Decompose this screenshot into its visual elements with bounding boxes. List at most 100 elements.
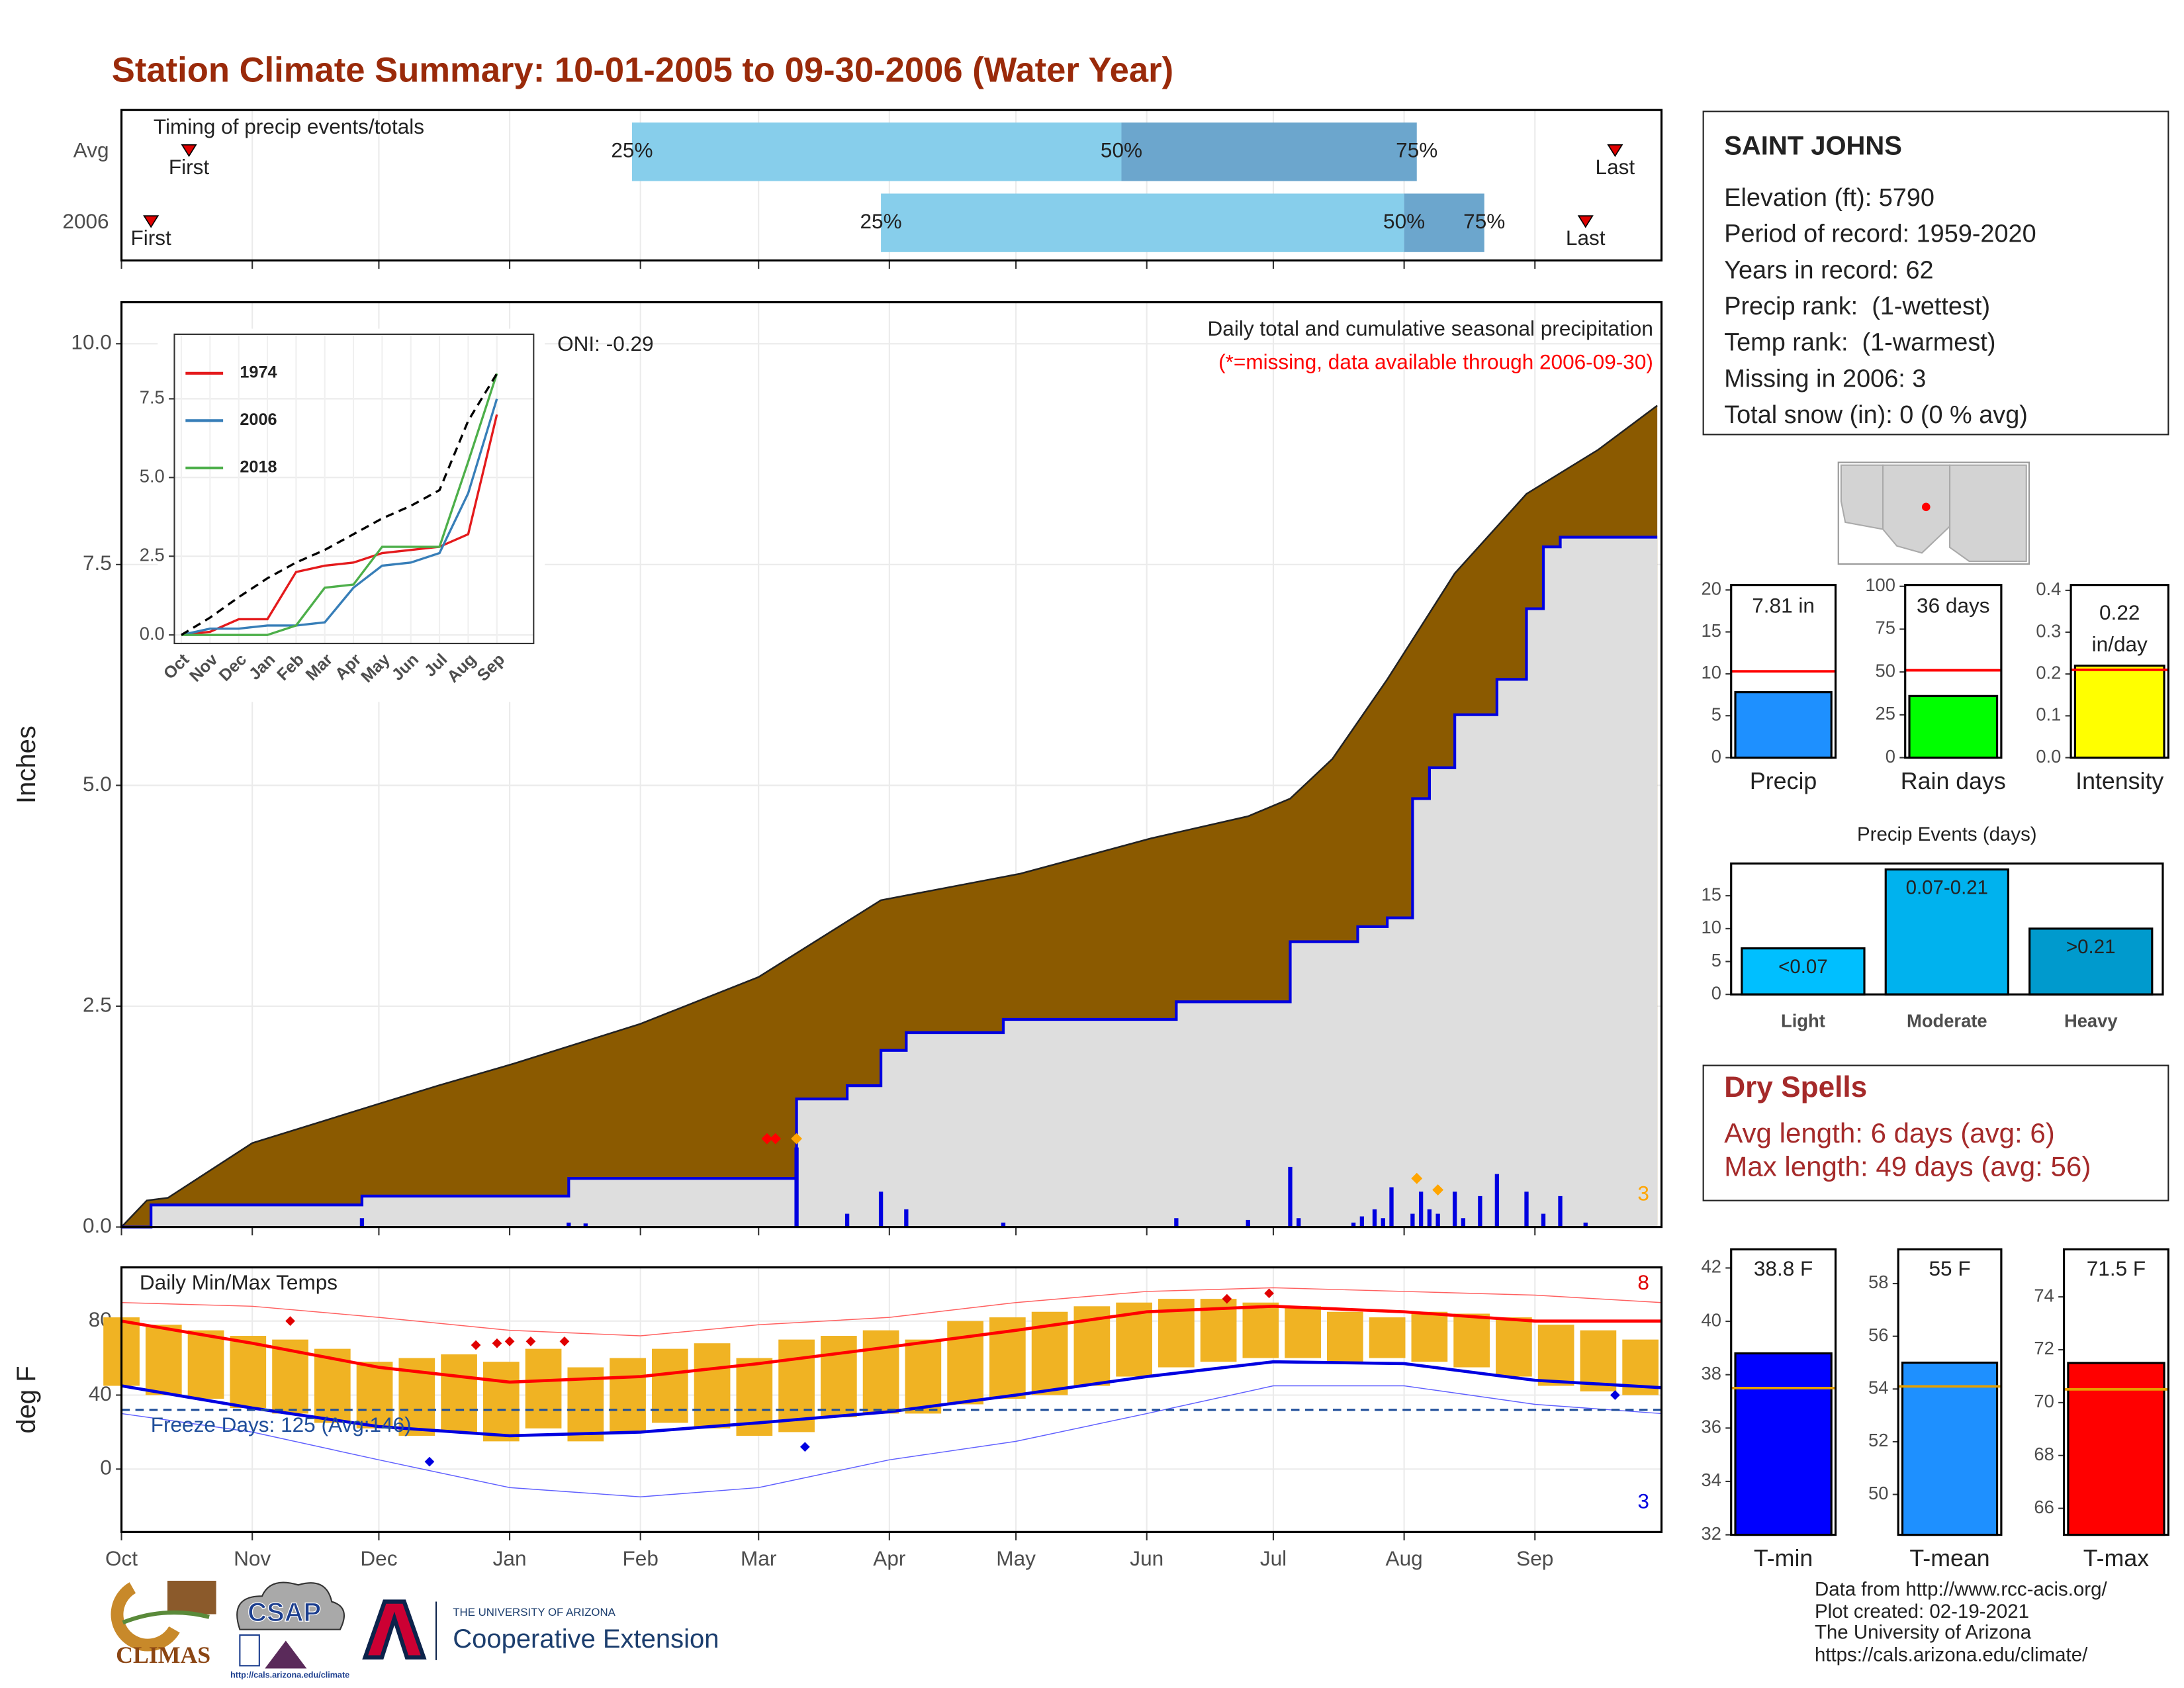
daily-precip-bar xyxy=(1418,1192,1424,1227)
daily-precip-bar xyxy=(794,1147,799,1227)
y-tick-label: 2.5 xyxy=(140,544,165,565)
x-tick-label: Apr xyxy=(873,1546,905,1570)
record-marker xyxy=(1264,1288,1274,1299)
x-tick-label: May xyxy=(996,1546,1036,1570)
temp-range-bar xyxy=(1242,1302,1279,1358)
station-line: Total snow (in): 0 (0 % avg) xyxy=(1724,401,2028,429)
temp-range-bar xyxy=(778,1339,815,1432)
missing-count: 3 xyxy=(1637,1182,1649,1205)
temp-range-bar xyxy=(1496,1317,1532,1377)
timing-bar xyxy=(1404,193,1484,252)
temp-line xyxy=(121,1287,1662,1336)
daily-precip-bar xyxy=(1297,1218,1301,1227)
bar xyxy=(1734,1352,1833,1536)
daily-precip-bar xyxy=(1435,1213,1440,1227)
value-label: 0.22 in/day xyxy=(2092,600,2148,656)
event-label: Last xyxy=(1566,226,1606,250)
y-tick-label: 56 xyxy=(1868,1325,1888,1345)
inset-frame xyxy=(173,333,535,645)
oni-label: ONI: -0.29 xyxy=(557,332,654,355)
y-tick-label: 7.5 xyxy=(83,551,112,575)
daily-precip-bar xyxy=(1372,1209,1377,1227)
x-tick-label: Jun xyxy=(1130,1546,1163,1570)
y-tick-label: 68 xyxy=(2034,1444,2054,1464)
dry-spells-line: Max length: 49 days (avg: 56) xyxy=(1724,1150,2091,1182)
y-tick-label: 10 xyxy=(1702,662,1721,682)
y-tick-label: 0 xyxy=(100,1456,112,1479)
record-marker xyxy=(492,1338,502,1348)
category-label: T-mean xyxy=(1909,1545,1989,1571)
footer-line: Data from http://www.rcc-acis.org/ xyxy=(1815,1579,2107,1601)
event-marker xyxy=(1577,215,1594,228)
ua-logo: THE UNIVERSITY OF ARIZONA Cooperative Ex… xyxy=(362,1599,719,1660)
y-tick-label: 0 xyxy=(1886,746,1895,767)
record-marker xyxy=(559,1336,570,1346)
timing-bar xyxy=(1121,122,1417,181)
panel-frame xyxy=(1730,862,2164,996)
x-tick-label: Jan xyxy=(493,1546,527,1570)
percent-label: 50% xyxy=(1383,209,1425,233)
series-line xyxy=(181,398,498,636)
event-label: First xyxy=(131,226,172,250)
y-tick-label: 0.4 xyxy=(2036,579,2061,599)
y-tick-label: 15 xyxy=(1702,884,1721,904)
y-tick-label: 36 xyxy=(1702,1417,1721,1437)
legend-label: 2006 xyxy=(240,410,277,429)
cumulative-area xyxy=(121,537,1658,1227)
daily-precip-bar xyxy=(844,1213,850,1227)
category-label: T-min xyxy=(1754,1545,1813,1571)
record-low-count: 3 xyxy=(1637,1489,1649,1513)
category-label: Intensity xyxy=(2075,768,2163,794)
daily-precip-bar xyxy=(1001,1222,1006,1227)
daily-precip-bar xyxy=(567,1222,571,1227)
temp-range-bar xyxy=(187,1330,224,1399)
event-label: First xyxy=(169,155,210,179)
y-tick-label: 25 xyxy=(1876,703,1895,724)
footer-line: The University of Arizona xyxy=(1815,1622,2032,1644)
bar xyxy=(1884,868,2009,996)
y-tick-label: 74 xyxy=(2034,1285,2054,1305)
temp-range-bar xyxy=(441,1354,477,1432)
value-label: 55 F xyxy=(1929,1256,1970,1280)
y-category-label: Avg xyxy=(73,138,109,162)
missing-flag xyxy=(761,1133,773,1145)
temp-range-bar xyxy=(694,1343,731,1429)
y-tick-label: 52 xyxy=(1868,1430,1888,1450)
panel-frame xyxy=(120,301,1663,1229)
panel-frame xyxy=(120,109,1663,262)
bar xyxy=(1908,694,1999,759)
value-label: 36 days xyxy=(1917,594,1990,618)
daily-precip-bar xyxy=(1452,1192,1457,1227)
temp-range-bar xyxy=(230,1336,267,1409)
y-tick-label: 32 xyxy=(1702,1523,1721,1544)
temp-range-bar xyxy=(651,1348,688,1423)
bar-label: >0.21 xyxy=(2066,936,2116,958)
series-line xyxy=(181,373,498,636)
station-panel xyxy=(1702,111,2169,436)
logo-text: THE UNIVERSITY OF ARIZONA xyxy=(453,1606,615,1618)
station-line: Temp rank: (1-warmest) xyxy=(1724,329,1995,357)
temp-line xyxy=(121,1385,1662,1497)
y-category-label: 2006 xyxy=(62,209,109,233)
y-tick-label: 7.5 xyxy=(140,387,165,408)
daily-precip-bar xyxy=(1461,1218,1466,1227)
percent-label: 25% xyxy=(611,138,653,162)
daily-precip-bar xyxy=(1583,1222,1588,1227)
footer-line: Plot created: 02-19-2021 xyxy=(1815,1601,2029,1622)
y-tick-label: 75 xyxy=(1876,618,1895,638)
y-tick-label: 50 xyxy=(1868,1483,1888,1503)
temp-line xyxy=(121,1360,1662,1438)
record-high-count: 8 xyxy=(1637,1270,1649,1294)
value-label: 7.81 in xyxy=(1752,594,1815,618)
y-tick-label: 0.2 xyxy=(2036,662,2061,682)
x-tick-label: Nov xyxy=(234,1546,271,1570)
y-tick-label: 66 xyxy=(2034,1497,2054,1517)
panel-title: Precip Events (days) xyxy=(1857,823,2037,845)
temp-range-bar xyxy=(1285,1306,1321,1358)
y-tick-label: 10.0 xyxy=(71,330,111,354)
record-marker xyxy=(424,1456,435,1467)
station-line: Period of record: 1959-2020 xyxy=(1724,220,2036,248)
panel-frame xyxy=(120,1266,1663,1533)
